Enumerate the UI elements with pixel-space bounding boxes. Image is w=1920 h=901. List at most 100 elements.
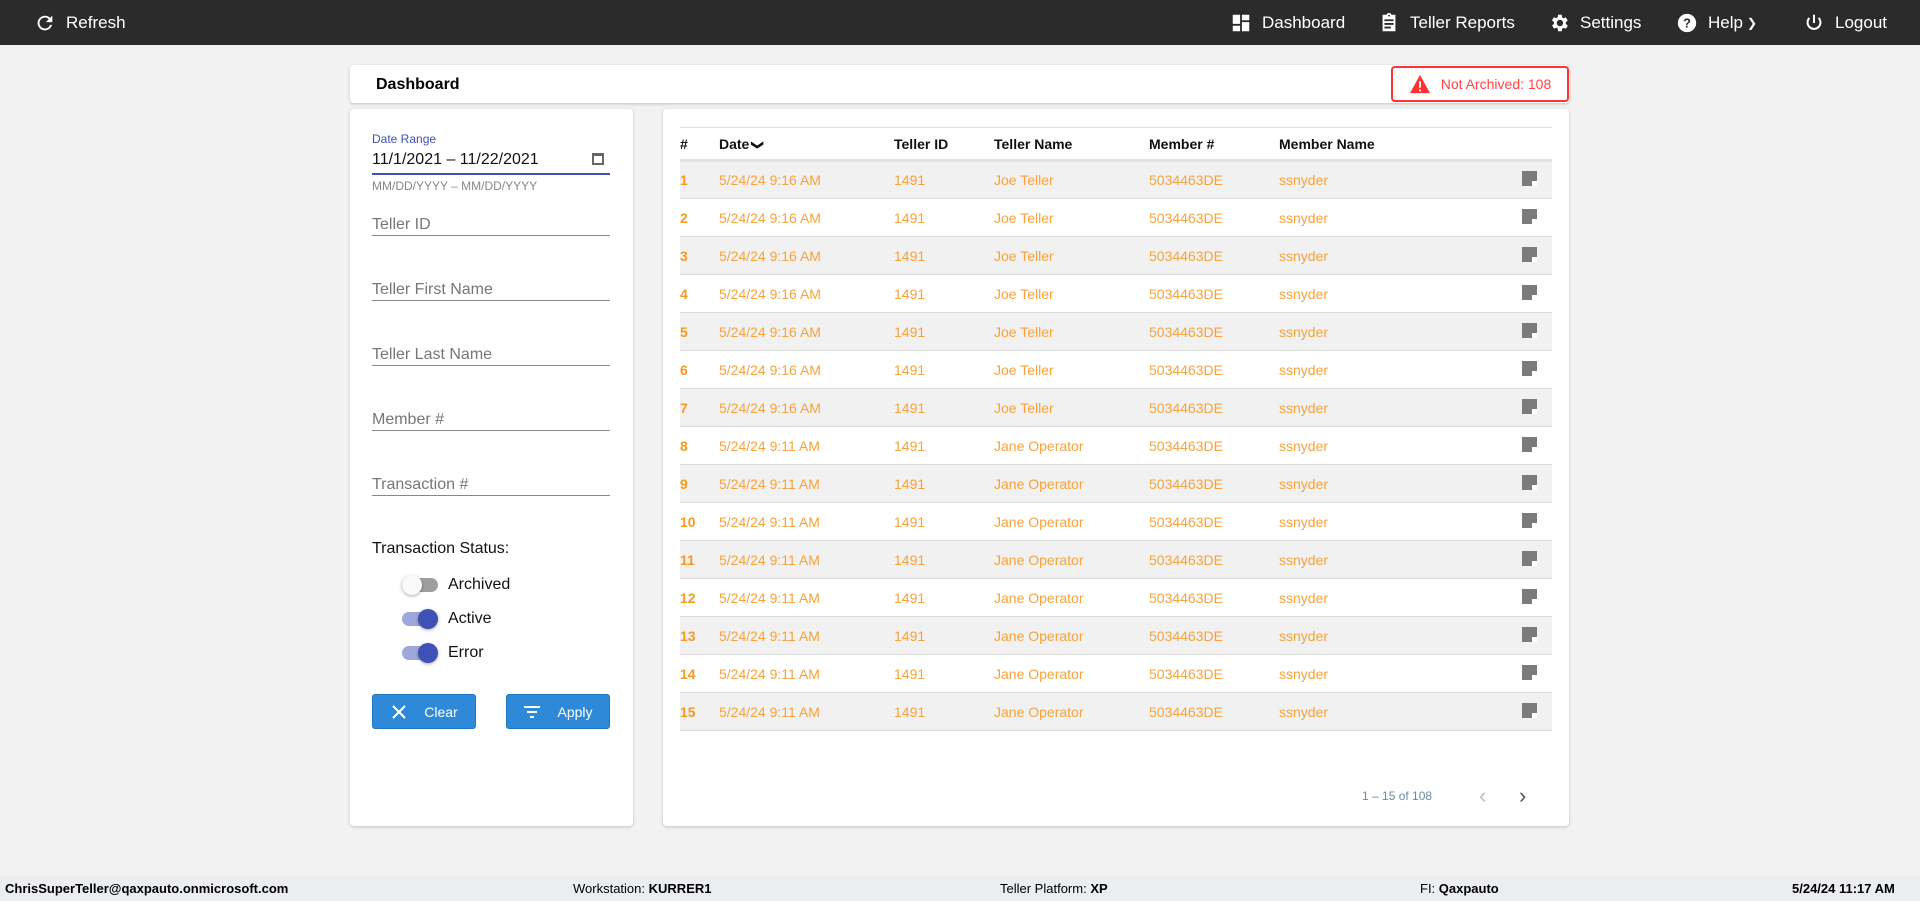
date-range-input[interactable]: 11/1/2021 – 11/22/2021 (372, 151, 539, 168)
cell: 2 (680, 198, 719, 237)
cell: Joe Teller (994, 160, 1149, 199)
note-icon[interactable] (1522, 171, 1537, 186)
fi-label: FI: (1420, 881, 1436, 896)
table-row[interactable]: 9 5/24/24 9:11 AM 1491 Jane Operator 5034463… (680, 464, 1552, 503)
note-icon[interactable] (1522, 588, 1537, 604)
transaction-placeholder: Transaction # (372, 476, 469, 493)
cell: 3 (680, 236, 719, 275)
note-icon[interactable] (1522, 626, 1537, 642)
sort-desc-icon[interactable]: ❯ (751, 139, 766, 150)
table-row[interactable]: 14 5/24/24 9:11 AM 1491 Jane Operator 503446… (680, 654, 1552, 693)
cell: 1491 (894, 692, 994, 731)
clipboard-icon (1382, 12, 1396, 31)
footer-workstation: Workstation: KURRER1 (573, 881, 711, 896)
cell: Jane Operator (994, 464, 1149, 503)
switch[interactable] (402, 609, 438, 629)
note-icon[interactable] (1522, 246, 1537, 262)
cell: ssnyder (1279, 578, 1472, 617)
filter-icon (524, 705, 541, 718)
switch[interactable] (402, 575, 438, 595)
toggle-active[interactable]: Active (402, 609, 492, 629)
nav-help[interactable]: ? Help ❯ (1676, 0, 1757, 45)
note-icon[interactable] (1522, 436, 1537, 452)
switch[interactable] (402, 643, 438, 663)
cell: 12 (680, 578, 719, 617)
clear-label: Clear (424, 703, 458, 720)
cell: 1491 (894, 502, 994, 541)
cell: 5034463DE (1149, 198, 1279, 237)
table-row[interactable]: 3 5/24/24 9:16 AM 1491 Joe Teller 5034463DE s… (680, 236, 1552, 275)
apply-button[interactable]: Apply (506, 694, 610, 729)
table-row[interactable]: 8 5/24/24 9:11 AM 1491 Jane Operator 5034463… (680, 426, 1552, 465)
note-icon[interactable] (1522, 550, 1537, 566)
column-header[interactable]: Date ❯ (719, 127, 894, 162)
calendar-icon[interactable] (592, 153, 604, 165)
cell: 8 (680, 426, 719, 465)
nav-settings[interactable]: Settings (1548, 0, 1641, 45)
table-row[interactable]: 10 5/24/24 9:11 AM 1491 Jane Operator 503446… (680, 502, 1552, 541)
cell: 1491 (894, 350, 994, 389)
cell: ssnyder (1279, 350, 1472, 389)
table-row[interactable]: 15 5/24/24 9:11 AM 1491 Jane Operator 503446… (680, 692, 1552, 731)
platform-label: Teller Platform: (1000, 881, 1087, 896)
note-icon[interactable] (1522, 322, 1537, 338)
teller-id-placeholder: Teller ID (372, 216, 431, 233)
date-range-field[interactable]: Date Range 11/1/2021 – 11/22/2021 MM/DD/… (372, 132, 610, 193)
note-icon[interactable] (1522, 208, 1537, 224)
cell: Joe Teller (994, 312, 1149, 351)
power-icon (1806, 14, 1822, 30)
cell: 5/24/24 9:11 AM (719, 502, 894, 541)
refresh-icon (37, 15, 53, 30)
note-icon[interactable] (1522, 398, 1537, 414)
cell: 5034463DE (1149, 464, 1279, 503)
cell: 5034463DE (1149, 388, 1279, 427)
footer-datetime: 5/24/24 11:17 AM (1792, 881, 1895, 896)
date-range-label: Date Range (372, 132, 437, 146)
prev-page-button[interactable]: ‹ (1479, 783, 1487, 808)
nav-teller-reports[interactable]: Teller Reports (1378, 0, 1515, 45)
table-row[interactable]: 6 5/24/24 9:16 AM 1491 Joe Teller 5034463DE s… (680, 350, 1552, 389)
transaction-status-label: Transaction Status: (372, 540, 510, 557)
cell: 5/24/24 9:16 AM (719, 236, 894, 275)
cell: Jane Operator (994, 540, 1149, 579)
cell: Joe Teller (994, 236, 1149, 275)
cell: 1491 (894, 198, 994, 237)
nav-dashboard[interactable]: Dashboard (1230, 0, 1345, 45)
refresh-button[interactable]: Refresh (34, 0, 126, 45)
table-row[interactable]: 12 5/24/24 9:11 AM 1491 Jane Operator 503446… (680, 578, 1552, 617)
transactions-card: # Date ❯ Teller ID Teller Name Member # Membe… (663, 109, 1569, 826)
table-row[interactable]: 1 5/24/24 9:16 AM 1491 Joe Teller 5034463DE s… (680, 160, 1552, 199)
cell: 5/24/24 9:11 AM (719, 616, 894, 655)
next-page-button[interactable]: › (1519, 783, 1527, 808)
cell: ssnyder (1279, 464, 1472, 503)
cell: 6 (680, 350, 719, 389)
cell: 5034463DE (1149, 350, 1279, 389)
note-icon[interactable] (1522, 664, 1537, 680)
warning-icon (1409, 74, 1430, 94)
cell: ssnyder (1279, 616, 1472, 655)
table-row[interactable]: 13 5/24/24 9:11 AM 1491 Jane Operator 503446… (680, 616, 1552, 655)
note-icon[interactable] (1522, 360, 1537, 376)
header-label: Member Name (1279, 135, 1375, 152)
note-icon[interactable] (1522, 284, 1537, 300)
table-row[interactable]: 11 5/24/24 9:11 AM 1491 Jane Operator 503446… (680, 540, 1552, 579)
note-icon[interactable] (1522, 512, 1537, 528)
cell: 5034463DE (1149, 578, 1279, 617)
table-row[interactable]: 2 5/24/24 9:16 AM 1491 Joe Teller 5034463DE s… (680, 198, 1552, 237)
toggle-error[interactable]: Error (402, 643, 484, 663)
clear-button[interactable]: Clear (372, 694, 476, 729)
note-icon[interactable] (1522, 702, 1537, 718)
table-row[interactable]: 5 5/24/24 9:16 AM 1491 Joe Teller 5034463DE s… (680, 312, 1552, 351)
cell: Jane Operator (994, 616, 1149, 655)
first-name-placeholder: Teller First Name (372, 281, 493, 298)
note-icon[interactable] (1522, 474, 1537, 490)
cell: 1491 (894, 654, 994, 693)
cell: 5034463DE (1149, 540, 1279, 579)
logout-button[interactable]: Logout (1803, 0, 1887, 45)
cell: ssnyder (1279, 274, 1472, 313)
cell: Jane Operator (994, 426, 1149, 465)
table-row[interactable]: 7 5/24/24 9:16 AM 1491 Joe Teller 5034463DE s… (680, 388, 1552, 427)
not-archived-badge[interactable]: Not Archived: 108 (1391, 66, 1569, 102)
toggle-archived[interactable]: Archived (402, 575, 510, 595)
table-row[interactable]: 4 5/24/24 9:16 AM 1491 Joe Teller 5034463DE s… (680, 274, 1552, 313)
